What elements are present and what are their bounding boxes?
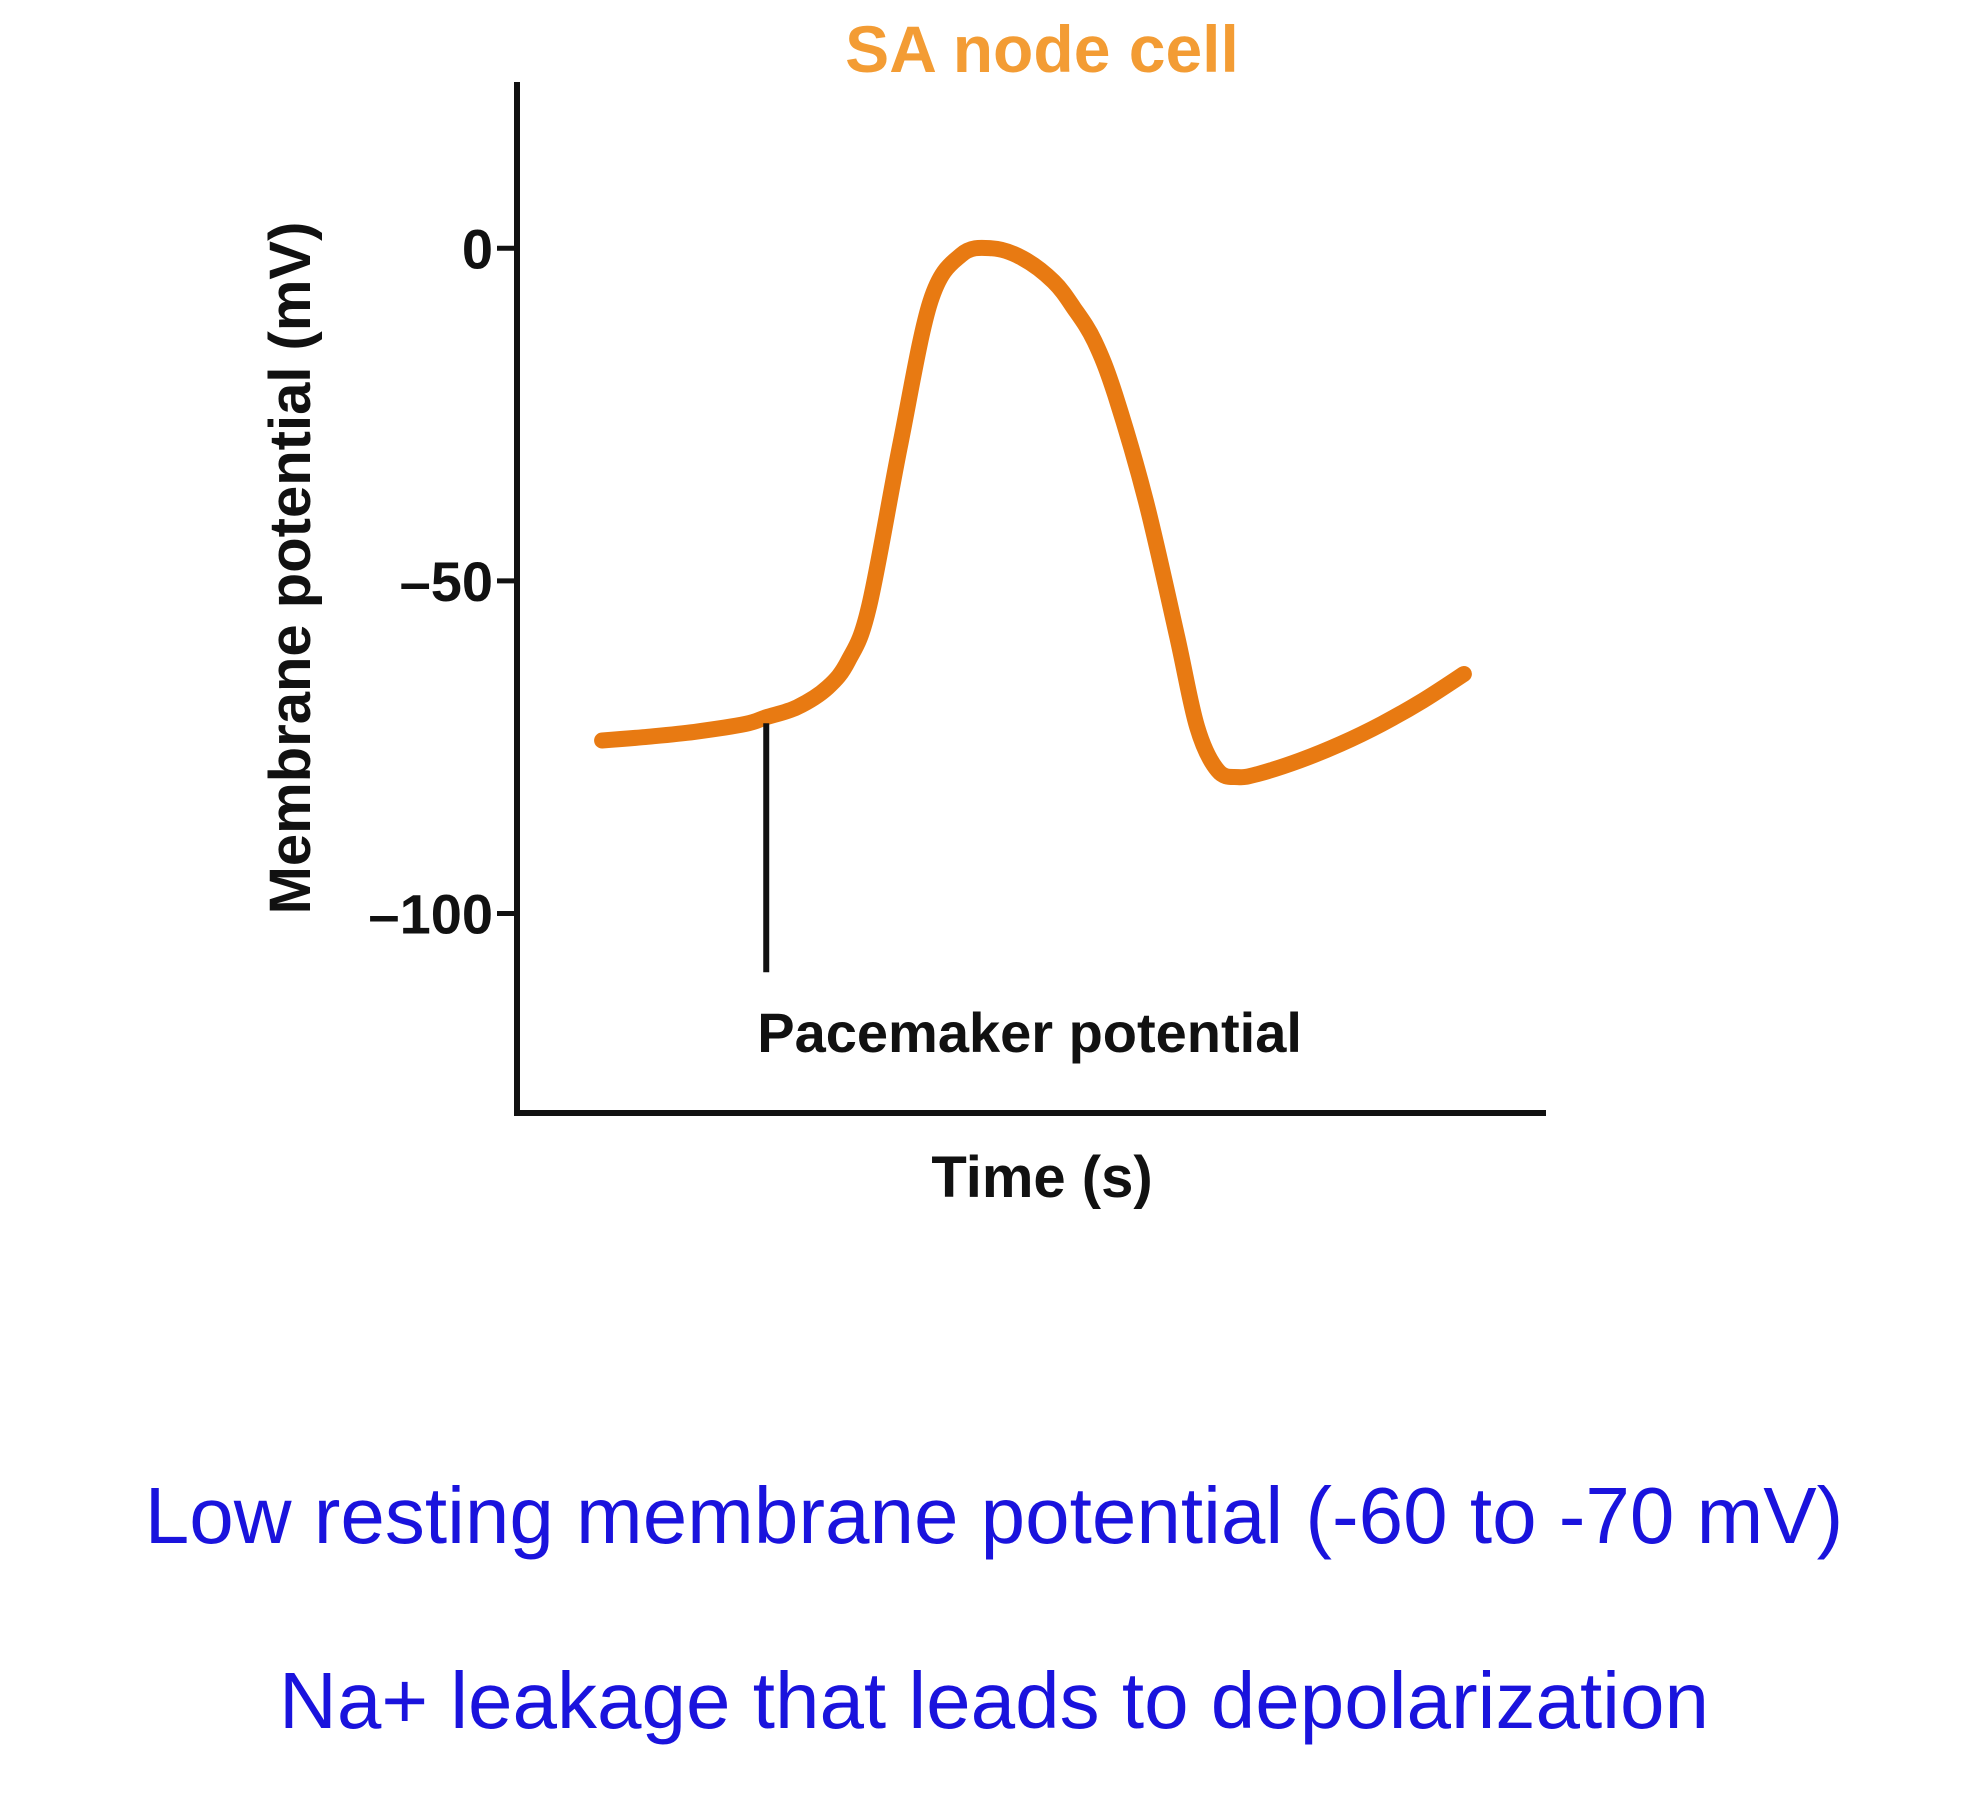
y-axis-label: Membrane potential (mV) [258,222,323,915]
chart-title: SA node cell [845,12,1239,86]
y-ticks: 0 –50 –100 [368,217,517,945]
y-tick-label: –100 [368,882,493,945]
y-tick-label: 0 [462,217,493,280]
series-layer [594,239,1472,786]
annotation-layer: Pacemaker potential [757,723,1302,1064]
annotation-pacemaker-potential: Pacemaker potential [757,1001,1302,1064]
y-tick-label: –50 [400,550,493,613]
x-axis-label: Time (s) [931,1145,1152,1210]
action-potential-line [594,239,1472,786]
caption-na-leakage: Na+ leakage that leads to depolarization [279,1656,1709,1745]
y-axis: 0 –50 –100 [368,82,520,1113]
caption-resting-potential: Low resting membrane potential (-60 to -… [144,1471,1844,1560]
